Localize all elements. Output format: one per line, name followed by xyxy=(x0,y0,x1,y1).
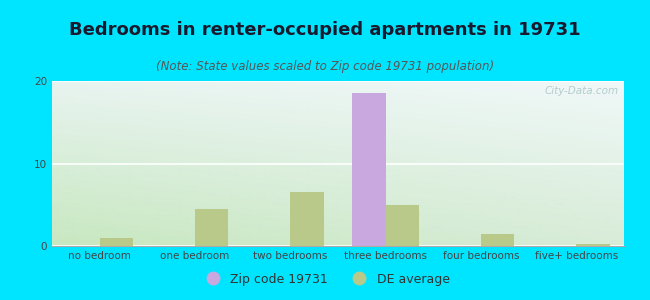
Bar xyxy=(99,238,133,246)
Bar xyxy=(352,93,385,246)
Bar xyxy=(577,244,610,246)
Bar xyxy=(385,205,419,246)
Text: (Note: State values scaled to Zip code 19731 population): (Note: State values scaled to Zip code 1… xyxy=(156,60,494,73)
Bar xyxy=(291,192,324,246)
Text: City-Data.com: City-Data.com xyxy=(544,86,618,96)
Bar xyxy=(195,209,228,246)
Bar xyxy=(481,234,514,246)
Text: Bedrooms in renter-occupied apartments in 19731: Bedrooms in renter-occupied apartments i… xyxy=(69,21,581,39)
Legend: Zip code 19731, DE average: Zip code 19731, DE average xyxy=(195,268,455,291)
